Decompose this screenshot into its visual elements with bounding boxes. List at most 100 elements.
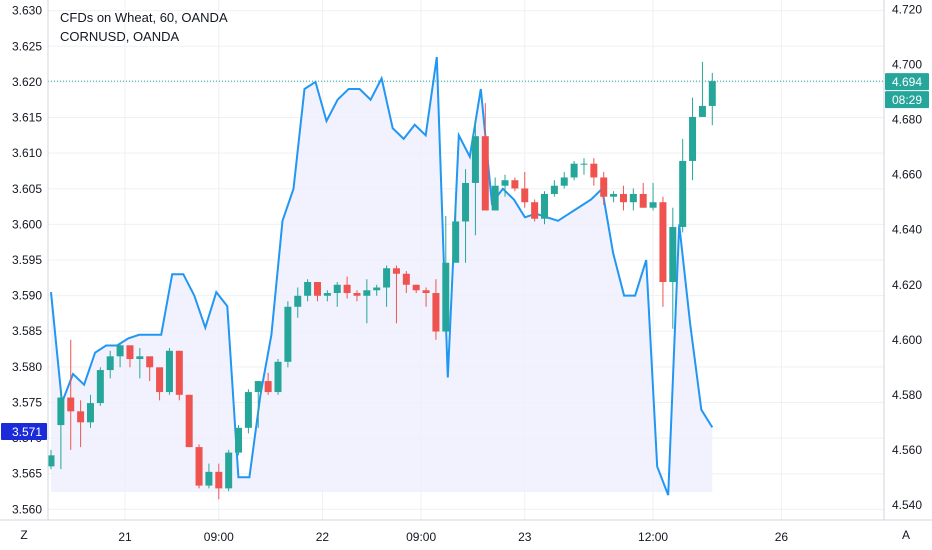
right-axis-tick: 4.540	[892, 498, 922, 512]
candle	[175, 350, 183, 401]
left-axis-tick: 3.580	[12, 360, 42, 374]
candle	[698, 61, 706, 117]
candle	[402, 271, 410, 294]
right-axis-tick: 4.660	[892, 168, 922, 182]
right-axis-tick: 4.700	[892, 58, 922, 72]
candle	[343, 276, 351, 299]
candle	[511, 177, 519, 192]
candle	[156, 367, 164, 401]
left-axis-tick: 3.605	[12, 182, 42, 196]
candle	[185, 394, 193, 448]
candle	[86, 394, 94, 428]
left-axis-tick: 3.610	[12, 146, 42, 160]
candle	[659, 196, 667, 307]
candle	[600, 171, 608, 205]
candle	[284, 301, 292, 368]
candle	[708, 72, 716, 126]
candle	[146, 356, 154, 382]
candle	[442, 215, 450, 332]
countdown-value: 08:29	[892, 93, 922, 107]
candle	[570, 160, 578, 181]
candle	[254, 381, 262, 428]
candle	[689, 97, 697, 181]
candle	[373, 284, 381, 296]
left-axis-tick: 3.630	[12, 4, 42, 18]
candle	[649, 182, 657, 211]
candle	[225, 449, 233, 492]
right-axis-tick: 4.720	[892, 3, 922, 17]
legend-title[interactable]: CFDs on Wheat, 60, OANDA	[60, 10, 228, 25]
left-axis-tick: 3.560	[12, 502, 42, 516]
left-axis-tick: 3.615	[12, 111, 42, 125]
candle	[136, 348, 144, 379]
candle	[205, 463, 213, 489]
price-tags: 4.694 08:29 3.571	[1, 73, 929, 440]
candle	[215, 463, 223, 500]
auto-scale-label: A	[902, 528, 910, 542]
candle	[165, 348, 173, 395]
candle	[580, 158, 588, 175]
candle	[471, 119, 479, 236]
candle	[531, 199, 539, 222]
time-axis-tick: 21	[118, 530, 132, 544]
candle	[235, 425, 243, 456]
candle	[462, 169, 470, 263]
left-axis-tick: 3.595	[12, 253, 42, 267]
candle	[679, 138, 687, 233]
right-axis-tick: 4.620	[892, 278, 922, 292]
candle	[590, 158, 598, 186]
right-axis-tick: 4.560	[892, 443, 922, 457]
candle	[521, 171, 529, 208]
auto-scale-button[interactable]: A	[896, 524, 916, 544]
left-price-tag-value: 3.571	[12, 425, 42, 439]
candle	[195, 444, 203, 489]
candle	[96, 367, 104, 406]
candle	[313, 282, 321, 302]
left-axis-tick: 3.585	[12, 324, 42, 338]
compare-area-fill	[51, 57, 713, 496]
candle	[550, 180, 558, 197]
time-axis-tick: 09:00	[204, 530, 234, 544]
time-axis-tick: 09:00	[406, 530, 436, 544]
legend-compare[interactable]: CORNUSD, OANDA	[60, 29, 180, 44]
candle	[353, 290, 361, 302]
right-axis-tick: 4.680	[892, 113, 922, 127]
candle	[669, 207, 677, 329]
candle	[452, 204, 460, 263]
right-price-tag-value: 4.694	[892, 75, 922, 89]
time-axis[interactable]: 21 09:00 22 09:00 23 12:00 26	[118, 530, 788, 544]
candle	[639, 182, 647, 208]
candle	[116, 342, 124, 368]
candle	[57, 386, 65, 470]
candle	[541, 191, 548, 225]
left-axis-tick: 3.620	[12, 75, 42, 89]
candle	[412, 284, 420, 294]
right-axis-tick: 4.600	[892, 333, 922, 347]
left-axis-tick: 3.600	[12, 217, 42, 231]
time-axis-tick: 12:00	[638, 530, 668, 544]
candle	[67, 339, 75, 450]
candle	[47, 449, 55, 470]
candle	[619, 185, 627, 211]
countdown-tag: 08:29	[885, 91, 929, 109]
candle	[432, 279, 440, 340]
time-axis-tick: 26	[775, 530, 789, 544]
left-price-tag: 3.571	[1, 422, 47, 440]
candle	[333, 282, 341, 307]
candle	[422, 287, 430, 307]
candle	[383, 265, 391, 307]
time-axis-tick: 23	[518, 530, 532, 544]
candle	[610, 191, 618, 203]
left-axis-tick: 3.575	[12, 395, 42, 409]
candle	[77, 400, 85, 448]
scale-z-label: Z	[20, 528, 27, 542]
candle	[363, 279, 371, 324]
left-axis-tick: 3.590	[12, 289, 42, 303]
right-axis-tick: 4.640	[892, 223, 922, 237]
scale-z-button[interactable]: Z	[14, 524, 34, 544]
candle	[126, 345, 134, 368]
right-price-axis[interactable]: 4.720 4.700 4.680 4.660 4.640 4.620 4.600 4.580…	[892, 3, 922, 512]
time-axis-tick: 22	[316, 530, 330, 544]
right-axis-tick: 4.580	[892, 388, 922, 402]
